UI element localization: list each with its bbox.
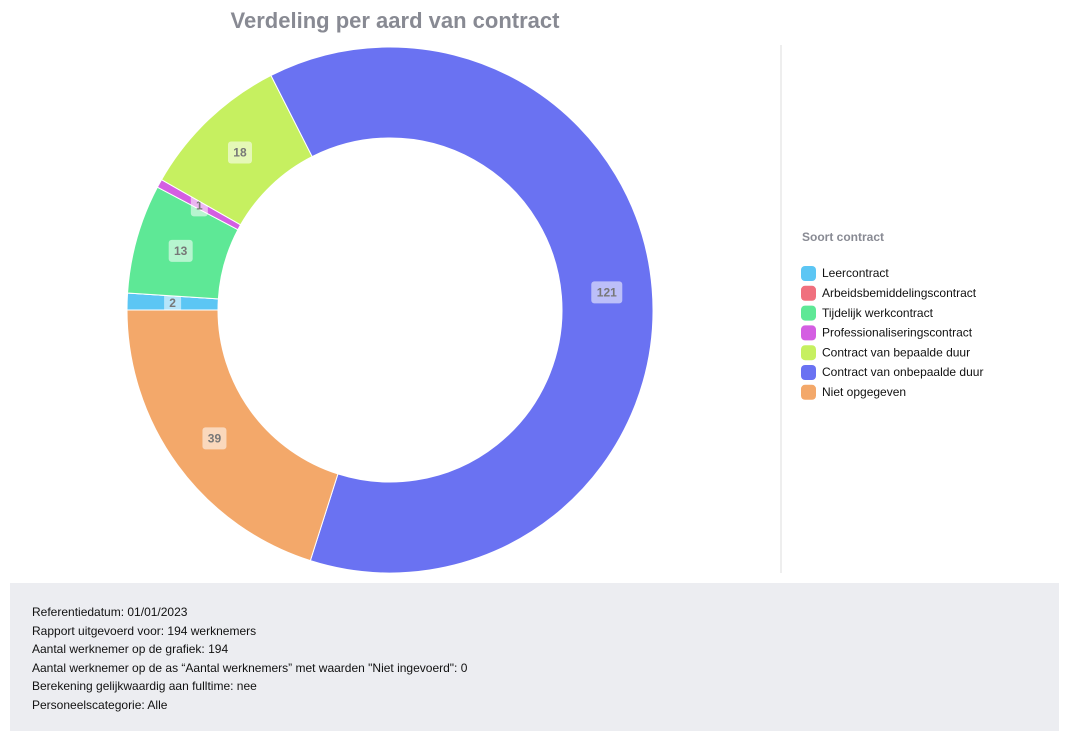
legend-swatch: [801, 345, 816, 361]
value-label: 18: [233, 146, 247, 160]
value-label: 2: [169, 296, 176, 310]
label-box: [227, 141, 252, 164]
chart-title: Verdeling per aard van contract: [231, 8, 561, 33]
value-label: 13: [174, 244, 188, 258]
info-line: Rapport uitgevoerd voor: 194 werknemers: [32, 623, 257, 638]
slice: [126, 309, 339, 562]
info-line: Aantal werknemer op de grafiek: 194: [32, 642, 229, 656]
info-line: Personeelscategorie: Alle: [32, 697, 168, 712]
legend-label: Contract van onbepaalde duur: [822, 365, 983, 379]
label-box: [164, 291, 182, 314]
value-label: 39: [208, 432, 222, 446]
info-panel: Referentiedatum: 01/01/2023 Rapport uitge…: [10, 583, 1059, 731]
legend-title: Soort contract: [802, 230, 884, 244]
legend-swatch: [801, 285, 816, 301]
info-line: Referentiedatum: 01/01/2023: [32, 605, 188, 619]
legend-label: Contract van bepaalde duur: [822, 345, 970, 359]
label-box: [202, 427, 227, 450]
info-line: Aantal werknemer op de as “Aantal werkne…: [32, 660, 468, 675]
legend-swatch: [801, 305, 816, 321]
value-label: 121: [597, 286, 617, 300]
legend-label: Professionaliseringscontract: [822, 326, 973, 340]
legend-label: Leercontract: [822, 266, 889, 280]
legend-swatch: [801, 266, 816, 281]
chart: Verdeling per aard van contract Soort co…: [126, 8, 983, 574]
legend-swatch: [801, 365, 816, 380]
info-line: Berekening gelijkwaardig aan fulltime: n…: [32, 679, 257, 693]
legend-label: Tijdelijk werkcontract: [822, 306, 934, 320]
legend-swatch: [801, 384, 816, 400]
legend-label: Niet opgegeven: [822, 385, 906, 399]
label-box: [591, 281, 623, 304]
legend-swatch: [801, 325, 816, 341]
value-label: 1: [196, 199, 203, 213]
label-box: [168, 239, 193, 262]
legend-label: Arbeidsbemiddelingscontract: [822, 286, 977, 300]
slice: [270, 46, 654, 574]
